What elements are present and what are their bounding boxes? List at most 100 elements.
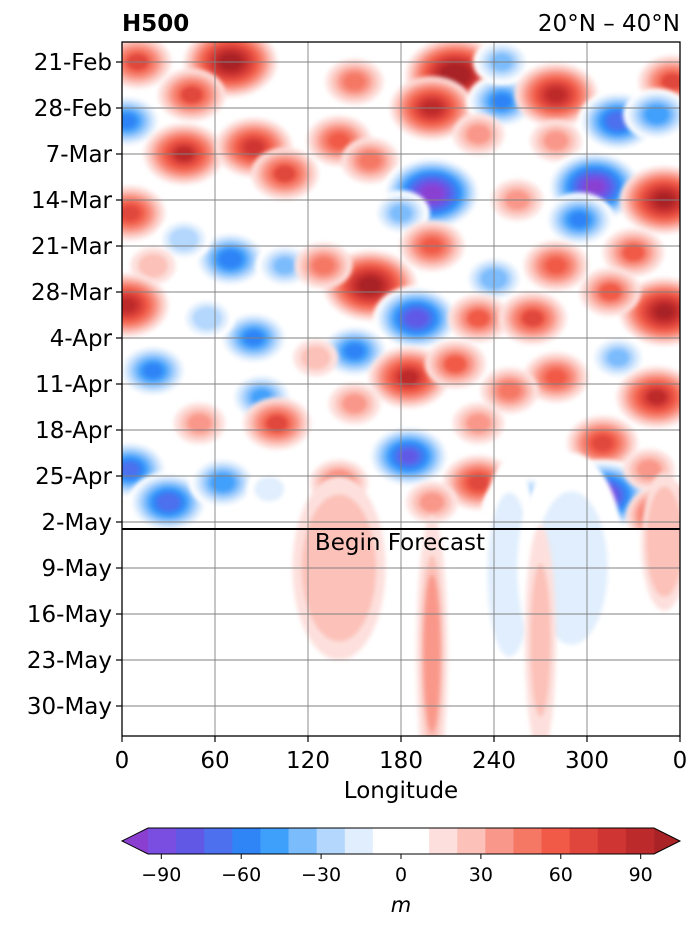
anomaly-contour — [647, 389, 667, 405]
anomaly-contour — [446, 68, 464, 82]
anomaly-contour — [212, 474, 234, 491]
anomaly-contour — [606, 348, 630, 367]
anomaly-contour — [569, 211, 590, 228]
anomaly-blob — [251, 147, 319, 200]
anomaly-contour — [622, 243, 645, 262]
anomaly-contour — [592, 435, 613, 451]
anomaly-contour — [122, 113, 137, 129]
colorbar-swatch — [204, 828, 233, 854]
anomaly-contour — [273, 256, 297, 275]
forecast-contour — [423, 574, 441, 733]
y-tick-label: 14-Mar — [31, 188, 113, 214]
anomaly-contour — [465, 413, 492, 434]
x-tick-label: 180 — [379, 748, 423, 774]
anomaly-contour — [138, 253, 168, 278]
x-tick-label: 0 — [673, 748, 688, 774]
anomaly-contour — [399, 449, 418, 464]
anomaly-contour — [468, 474, 489, 491]
anomaly-contour — [342, 72, 367, 91]
y-tick-label: 21-Feb — [34, 50, 112, 76]
colorbar-swatch — [344, 828, 374, 854]
colorbar-swatch — [232, 828, 261, 854]
y-tick-label: 30-May — [27, 694, 112, 720]
anomaly-blob — [524, 352, 588, 403]
x-tick-label: 120 — [286, 748, 330, 774]
anomaly-contour — [254, 476, 285, 502]
anomaly-contour — [122, 205, 140, 221]
colorbar-tick-label: −30 — [301, 864, 341, 886]
colorbar-label: m — [391, 893, 411, 917]
colorbar-swatch — [625, 828, 655, 854]
colorbar-tick-label: −60 — [221, 864, 261, 886]
anomaly-contour — [399, 370, 419, 385]
anomaly-blob — [193, 230, 268, 288]
anomaly-contour — [220, 251, 241, 267]
colorbar-swatch — [316, 828, 346, 854]
anomaly-blob — [184, 42, 277, 97]
anomaly-contour — [341, 393, 368, 415]
anomaly-blob — [452, 113, 505, 155]
colorbar-swatch — [429, 828, 458, 854]
anomaly-blob — [499, 292, 567, 345]
anomaly-blob — [623, 88, 680, 141]
anomaly-blob — [603, 228, 664, 277]
colorbar-tick-label: −90 — [141, 864, 181, 886]
anomaly-contour — [407, 311, 426, 326]
anomaly-blob — [122, 93, 162, 149]
colorbar-swatch — [513, 828, 542, 854]
anomaly-contour — [543, 130, 569, 152]
anomaly-blob — [530, 120, 582, 162]
colorbar-swatch — [597, 828, 627, 854]
anomaly-contour — [122, 298, 136, 313]
anomaly-blob — [367, 424, 451, 488]
plot-area: Begin Forecast — [121, 41, 681, 737]
anomaly-blob — [130, 247, 176, 285]
anomaly-blob — [122, 42, 172, 89]
anomaly-contour — [181, 86, 203, 103]
anomaly-blob — [524, 240, 588, 291]
anomaly-contour — [546, 87, 566, 102]
anomaly-blob — [328, 383, 381, 425]
anomaly-contour — [159, 495, 178, 510]
anomaly-contour — [522, 310, 544, 327]
y-tick-label: 18-Apr — [35, 418, 112, 444]
anomaly-blob — [122, 273, 169, 337]
x-tick-label: 240 — [472, 748, 516, 774]
anomaly-blob — [246, 470, 292, 508]
y-tick-label: 21-Mar — [31, 234, 113, 260]
y-tick-label: 28-Mar — [31, 280, 113, 306]
anomaly-contour — [497, 381, 522, 400]
anomaly-contour — [311, 256, 336, 275]
x-tick-label: 0 — [115, 748, 130, 774]
colorbar-tick-label: 0 — [395, 864, 407, 886]
anomaly-contour — [586, 180, 604, 194]
colorbar-tick-label: 60 — [549, 864, 573, 886]
anomaly-contour — [122, 462, 140, 477]
anomaly-contour — [423, 186, 441, 200]
anomaly-blob — [122, 343, 189, 399]
anomaly-blob — [122, 185, 165, 241]
colorbar-swatch — [372, 828, 402, 854]
anomaly-blob — [319, 323, 390, 379]
y-axis: 21-Feb 28-Feb 7-Mar 14-Mar 21-Mar 28-Mar 4-Apr… — [27, 50, 122, 720]
anomaly-contour — [266, 415, 288, 432]
colorbar-extend-high — [654, 828, 680, 854]
y-tick-label: 16-May — [27, 602, 112, 628]
colorbar-tick-label: 30 — [469, 864, 493, 886]
anomaly-contour — [274, 165, 296, 182]
anomaly-blob — [173, 402, 226, 445]
anomaly-contour — [608, 113, 628, 129]
anomaly-contour — [328, 132, 350, 150]
anomaly-contour — [467, 309, 490, 327]
anomaly-contour — [361, 278, 379, 293]
x-tick-label: 60 — [200, 748, 229, 774]
colorbar-swatch — [457, 828, 486, 854]
anomaly-contour — [465, 123, 492, 145]
anomaly-blob — [294, 242, 353, 289]
anomaly-blob — [424, 340, 486, 389]
anomaly-blob — [616, 366, 680, 428]
forecast-blob — [416, 515, 448, 736]
y-tick-label: 25-Apr — [35, 464, 112, 490]
y-tick-label: 28-Feb — [34, 96, 112, 122]
anomaly-contour — [195, 308, 220, 328]
